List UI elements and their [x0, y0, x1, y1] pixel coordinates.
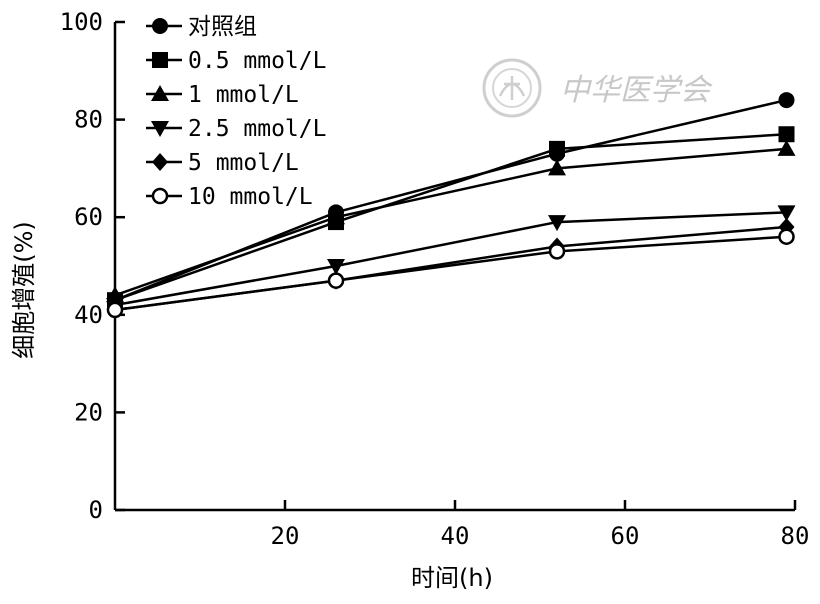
data-point [548, 215, 566, 232]
x-tick-label: 60 [611, 522, 640, 550]
legend: 对照组 0.5 mmol/L 1 mmol/L 2.5 mmol/L 5 mmol/L 1… [146, 14, 326, 210]
y-tick-label: 60 [74, 203, 103, 231]
x-tick-label: 80 [781, 522, 810, 550]
series-line [114, 235, 787, 312]
x-tick-label: 20 [271, 522, 300, 550]
data-point [777, 139, 796, 156]
legend-marker [151, 187, 169, 205]
series-3 [106, 205, 796, 315]
legend-label: 1 mmol/L [188, 82, 299, 108]
series-line [114, 132, 787, 302]
legend-label: 10 mmol/L [188, 184, 313, 210]
legend-item: 1 mmol/L [146, 82, 299, 108]
data-point [778, 228, 795, 245]
watermark: 中华医学会 [482, 58, 713, 118]
data-point [778, 126, 795, 143]
data-point [777, 205, 796, 222]
x-ticks: 20 40 60 80 [271, 500, 810, 550]
legend-item: 2.5 mmol/L [146, 116, 326, 142]
legend-label: 对照组 [188, 14, 257, 40]
legend-item: 对照组 [146, 14, 257, 40]
y-tick-label: 0 [89, 496, 103, 524]
data-point [548, 159, 566, 176]
data-point [327, 208, 345, 225]
legend-item: 0.5 mmol/L [146, 48, 326, 74]
series-line [114, 147, 787, 297]
x-axis-title: 时间(h) [411, 564, 493, 592]
y-tick-label: 80 [74, 106, 103, 134]
data-point [327, 259, 345, 275]
legend-marker [151, 121, 169, 137]
watermark-seal-icon [482, 58, 542, 118]
legend-label: 2.5 mmol/L [188, 116, 326, 142]
data-point [106, 301, 124, 319]
y-tick-label: 20 [74, 398, 103, 426]
y-ticks: 0 20 40 60 80 100 [60, 8, 125, 524]
legend-item: 5 mmol/L [146, 150, 299, 176]
legend-marker [152, 18, 168, 34]
legend-marker [152, 52, 168, 68]
legend-label: 5 mmol/L [188, 150, 299, 176]
x-tick-label: 40 [441, 522, 470, 550]
series-4 [107, 217, 795, 319]
series-line [114, 211, 787, 307]
series-5 [106, 228, 795, 319]
legend-item: 10 mmol/L [146, 184, 313, 210]
legend-label: 0.5 mmol/L [188, 48, 326, 74]
data-point [327, 272, 345, 289]
y-tick-label: 100 [60, 8, 103, 36]
legend-marker [152, 153, 168, 171]
legend-marker [151, 85, 169, 101]
y-tick-label: 40 [74, 301, 103, 329]
series-layer [106, 92, 796, 319]
data-point [548, 243, 566, 260]
data-point [549, 140, 565, 157]
watermark-text: 中华医学会 [560, 73, 713, 108]
data-point [778, 92, 795, 109]
y-axis-title: 细胞增殖(%) [10, 221, 38, 359]
